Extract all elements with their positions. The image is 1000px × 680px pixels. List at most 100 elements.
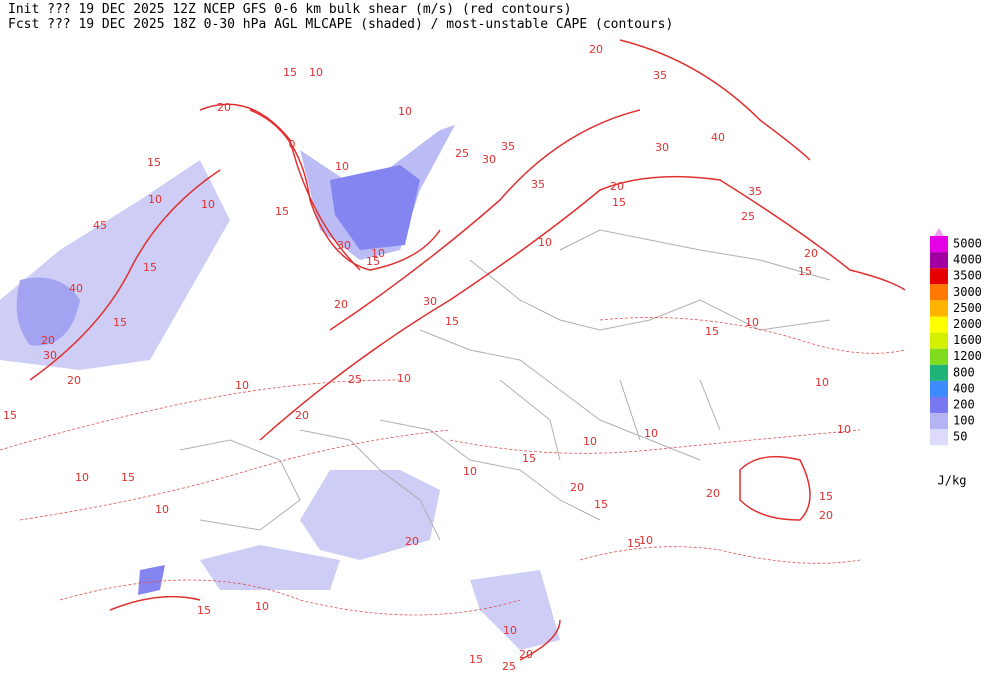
contour-label: 15 bbox=[594, 498, 608, 511]
contour-label: 20 bbox=[217, 101, 231, 114]
contour-label: 10 bbox=[463, 465, 477, 478]
contour-label: 10 bbox=[309, 66, 323, 79]
contour-label: 15 bbox=[275, 205, 289, 218]
legend-swatch bbox=[930, 284, 948, 301]
contour-label: 20 bbox=[405, 535, 419, 548]
contour-label: 15 bbox=[3, 409, 17, 422]
contour-label: 20 bbox=[41, 334, 55, 347]
country-borders bbox=[179, 229, 831, 541]
cape-contours bbox=[0, 317, 906, 616]
contour-label: 20 bbox=[570, 481, 584, 494]
contour-label: 15 bbox=[143, 261, 157, 274]
contour-label: 10 bbox=[201, 198, 215, 211]
legend-label: 400 bbox=[953, 381, 975, 395]
legend-swatch bbox=[930, 332, 948, 349]
legend-label: 100 bbox=[953, 414, 975, 428]
contour-label: 25 bbox=[502, 660, 516, 673]
contour-label: 30 bbox=[423, 295, 437, 308]
contour-label: 35 bbox=[748, 185, 762, 198]
contour-label: 35 bbox=[653, 69, 667, 82]
legend-label: 2000 bbox=[953, 317, 982, 331]
contour-label: 15 bbox=[798, 265, 812, 278]
legend-swatch bbox=[930, 316, 948, 333]
contour-label: 20 bbox=[334, 298, 348, 311]
contour-label: 15 bbox=[469, 653, 483, 666]
legend-swatch bbox=[930, 380, 948, 397]
legend-label: 1200 bbox=[953, 349, 982, 363]
contour-label: 20 bbox=[819, 509, 833, 522]
contour-label: 20 bbox=[610, 180, 624, 193]
contour-label: 10 bbox=[538, 236, 552, 249]
contour-label: 10 bbox=[235, 379, 249, 392]
contour-label: 15 bbox=[121, 471, 135, 484]
legend-label: 200 bbox=[953, 398, 975, 412]
contour-label: 15 bbox=[197, 604, 211, 617]
legend-label: 3500 bbox=[953, 269, 982, 283]
contour-label: 10 bbox=[837, 423, 851, 436]
contour-label: 10 bbox=[397, 372, 411, 385]
legend-swatch bbox=[930, 300, 948, 317]
contour-label: 10 bbox=[371, 247, 385, 260]
contour-label: 15 bbox=[522, 452, 536, 465]
contour-label: 10 bbox=[75, 471, 89, 484]
contour-label: 10 bbox=[815, 376, 829, 389]
contour-label: 15 bbox=[366, 255, 380, 268]
header-line: Fcst ??? 19 DEC 2025 18Z 0-30 hPa AGL ML… bbox=[8, 17, 673, 32]
legend-swatch bbox=[930, 429, 948, 446]
contour-label: 35 bbox=[501, 140, 515, 153]
contour-label: 10 bbox=[398, 105, 412, 118]
contour-label: 10 bbox=[335, 160, 349, 173]
legend-swatch bbox=[930, 364, 948, 381]
legend-label: 1600 bbox=[953, 333, 982, 347]
contour-label: 10 bbox=[148, 193, 162, 206]
contour-label: 10 bbox=[644, 427, 658, 440]
legend-label: 4000 bbox=[953, 253, 982, 267]
contour-label: 15 bbox=[445, 315, 459, 328]
contour-label: 10 bbox=[255, 600, 269, 613]
contour-label: 20 bbox=[804, 247, 818, 260]
shear-contours bbox=[29, 39, 906, 661]
contour-label: 15 bbox=[705, 325, 719, 338]
legend-label: 5000 bbox=[953, 237, 982, 251]
contour-label: 25 bbox=[455, 147, 469, 160]
contour-label: 15 bbox=[612, 196, 626, 209]
contour-label: 15 bbox=[147, 156, 161, 169]
legend-swatch bbox=[930, 268, 948, 285]
legend-swatch bbox=[930, 252, 948, 269]
contour-label: 25 bbox=[741, 210, 755, 223]
legend-label: 800 bbox=[953, 365, 975, 379]
legend-swatch bbox=[930, 397, 948, 414]
cape-shading bbox=[0, 125, 560, 650]
contour-label: 45 bbox=[93, 219, 107, 232]
legend-swatch bbox=[930, 348, 948, 365]
legend-label: 3000 bbox=[953, 285, 982, 299]
contour-label: 15 bbox=[113, 316, 127, 329]
legend-label: 50 bbox=[953, 430, 967, 444]
contour-label: 20 bbox=[519, 648, 533, 661]
contour-label: 0 bbox=[289, 138, 296, 151]
contour-label: 20 bbox=[706, 487, 720, 500]
contour-label: 30 bbox=[43, 349, 57, 362]
contour-label: 15 bbox=[283, 66, 297, 79]
contour-label: 35 bbox=[531, 178, 545, 191]
contour-label: 30 bbox=[337, 239, 351, 252]
contour-label: 20 bbox=[589, 43, 603, 56]
legend-label: 2500 bbox=[953, 301, 982, 315]
contour-label: 10 bbox=[639, 534, 653, 547]
contour-label: 40 bbox=[711, 131, 725, 144]
contour-label: 10 bbox=[503, 624, 517, 637]
contour-label: 40 bbox=[69, 282, 83, 295]
legend-unit: J/kg bbox=[938, 474, 967, 488]
header-line: Init ??? 19 DEC 2025 12Z NCEP GFS 0-6 km… bbox=[8, 2, 572, 17]
contour-label: 10 bbox=[583, 435, 597, 448]
contour-label: 10 bbox=[155, 503, 169, 516]
contour-label: 20 bbox=[295, 409, 309, 422]
contour-label: 15 bbox=[819, 490, 833, 503]
legend-swatch bbox=[930, 236, 948, 253]
contour-label: 30 bbox=[655, 141, 669, 154]
contour-label: 20 bbox=[67, 374, 81, 387]
contour-label: 10 bbox=[745, 316, 759, 329]
contour-label: 30 bbox=[482, 153, 496, 166]
contour-label: 25 bbox=[348, 373, 362, 386]
